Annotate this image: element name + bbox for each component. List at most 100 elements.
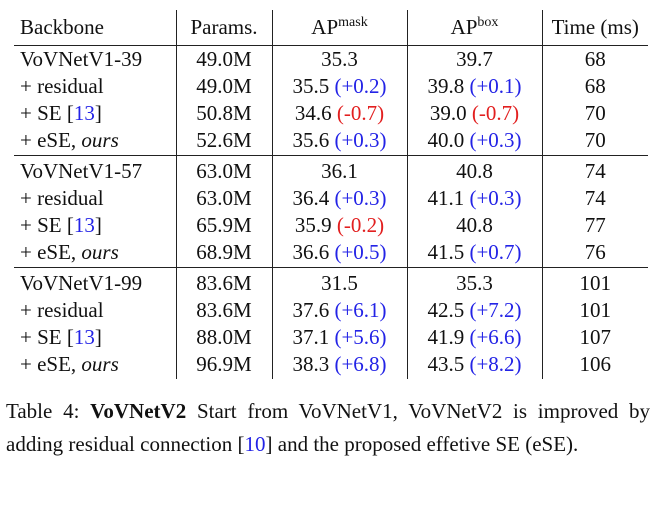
ap-mask-delta: (+0.3) xyxy=(334,186,387,210)
cell-backbone: + SE [13] xyxy=(14,212,177,239)
cell-params: 52.6M xyxy=(176,127,273,156)
cell-ap-box: 41.1 (+0.3) xyxy=(407,185,543,212)
cell-ap-mask: 37.6 (+6.1) xyxy=(272,297,408,324)
cell-time: 68 xyxy=(584,47,606,71)
backbone-name: + eSE, xyxy=(20,352,82,376)
caption-reference-link[interactable]: 10 xyxy=(244,432,266,456)
ap-mask-value: 38.3 xyxy=(292,352,330,376)
ap-mask-delta: (-0.2) xyxy=(336,213,385,237)
cell-time: 70 xyxy=(584,101,606,125)
ap-box-delta: (+6.6) xyxy=(469,325,522,349)
backbone-reference-link[interactable]: 13 xyxy=(73,213,95,237)
header-ap-box: APbox xyxy=(407,10,543,46)
ap-box-value: 39.7 xyxy=(456,47,493,71)
ap-box-value: 35.3 xyxy=(456,271,493,295)
table-row: + SE [13] 65.9M 35.9 (-0.2) 40.8 77 xyxy=(14,212,648,239)
ap-box-value: 41.5 xyxy=(427,240,465,264)
caption-title: VoVNetV2 xyxy=(90,399,187,423)
ap-mask-value: 36.4 xyxy=(292,186,330,210)
backbone-name: + SE xyxy=(20,101,62,125)
backbone-italic: ours xyxy=(81,352,119,376)
ap-box-delta: (+7.2) xyxy=(469,298,522,322)
cell-params: 88.0M xyxy=(176,324,273,351)
ap-mask-value: 34.6 xyxy=(294,101,332,125)
backbone-name: + SE xyxy=(20,325,62,349)
cell-ap-box: 39.7 xyxy=(407,45,543,73)
cell-ap-box: 41.9 (+6.6) xyxy=(407,324,543,351)
ap-box-value: 39.8 xyxy=(427,74,465,98)
cell-ap-mask: 34.6 (-0.7) xyxy=(272,100,408,127)
header-ap-mask: APmask xyxy=(272,10,408,46)
backbone-name: + residual xyxy=(20,74,104,98)
ap-box-value: 39.0 xyxy=(429,101,467,125)
cell-ap-mask: 36.1 xyxy=(272,155,408,185)
ap-mask-value: 35.9 xyxy=(294,213,332,237)
cell-backbone: + eSE, ours xyxy=(14,127,177,156)
cell-backbone: + residual xyxy=(14,297,177,324)
cell-ap-mask: 37.1 (+5.6) xyxy=(272,324,408,351)
cell-params: 49.0M xyxy=(176,45,273,73)
table-row: + residual 49.0M 35.5 (+0.2) 39.8 (+0.1) 68 xyxy=(14,73,648,100)
cell-params: 83.6M xyxy=(176,297,273,324)
backbone-name: VoVNetV1-39 xyxy=(20,47,143,71)
backbone-reference-link[interactable]: 13 xyxy=(73,325,95,349)
cell-backbone: + SE [13] xyxy=(14,100,177,127)
cell-params: 83.6M xyxy=(176,267,273,297)
ap-box-delta: (+0.3) xyxy=(469,128,522,152)
ap-mask-delta: (+0.3) xyxy=(334,128,387,152)
cell-time: 101 xyxy=(579,298,612,322)
ap-mask-value: 31.5 xyxy=(321,271,358,295)
ap-mask-value: 36.1 xyxy=(321,159,358,183)
header-params: Params. xyxy=(176,10,273,46)
ap-mask-delta: (-0.7) xyxy=(336,101,385,125)
cell-params: 50.8M xyxy=(176,100,273,127)
cell-ap-box: 35.3 xyxy=(407,267,543,297)
cell-params: 63.0M xyxy=(176,155,273,185)
backbone-name: + SE xyxy=(20,213,62,237)
cell-params: 65.9M xyxy=(176,212,273,239)
ap-box-delta: (+0.3) xyxy=(469,186,522,210)
cell-backbone: + eSE, ours xyxy=(14,239,177,268)
backbone-name: + residual xyxy=(20,186,104,210)
header-ap-box-superscript: box xyxy=(477,15,499,30)
cell-ap-mask: 38.3 (+6.8) xyxy=(272,351,408,379)
cell-backbone: VoVNetV1-99 xyxy=(14,267,177,297)
table-row: + eSE, ours 68.9M 36.6 (+0.5) 41.5 (+0.7) 76 xyxy=(14,239,648,268)
backbone-name: + eSE, xyxy=(20,128,82,152)
backbone-name: + residual xyxy=(20,298,104,322)
cell-time: 107 xyxy=(579,325,612,349)
ap-mask-delta: (+6.1) xyxy=(334,298,387,322)
cell-time: 106 xyxy=(579,352,612,376)
backbone-italic: ours xyxy=(81,240,119,264)
header-time: Time (ms) xyxy=(542,10,648,46)
cell-ap-mask: 35.9 (-0.2) xyxy=(272,212,408,239)
cell-ap-mask: 36.4 (+0.3) xyxy=(272,185,408,212)
cell-backbone: + SE [13] xyxy=(14,324,177,351)
caption-text-end: and the proposed effetive SE (eSE). xyxy=(277,432,579,456)
header-ap-mask-base: AP xyxy=(311,15,339,39)
table-row: VoVNetV1-57 63.0M 36.1 40.8 74 xyxy=(14,155,648,185)
ap-mask-value: 35.5 xyxy=(292,74,330,98)
table-body: VoVNetV1-39 49.0M 35.3 39.7 68 + residual 49.0… xyxy=(14,45,648,379)
cell-time: 68 xyxy=(584,74,606,98)
cell-ap-mask: 35.6 (+0.3) xyxy=(272,127,408,156)
cell-time: 70 xyxy=(584,128,606,152)
cell-ap-box: 39.0 (-0.7) xyxy=(407,100,543,127)
table-row: + SE [13] 50.8M 34.6 (-0.7) 39.0 (-0.7) 70 xyxy=(14,100,648,127)
ap-mask-value: 37.1 xyxy=(292,325,330,349)
cell-params: 96.9M xyxy=(176,351,273,379)
table-row: + residual 63.0M 36.4 (+0.3) 41.1 (+0.3) 74 xyxy=(14,185,648,212)
results-table: Backbone Params. APmask APbox Time (ms) … xyxy=(14,10,648,379)
header-ap-mask-superscript: mask xyxy=(338,15,368,30)
header-ap-box-base: AP xyxy=(450,15,478,39)
ap-box-value: 42.5 xyxy=(427,298,465,322)
cell-ap-box: 39.8 (+0.1) xyxy=(407,73,543,100)
cell-time: 74 xyxy=(584,186,606,210)
cell-ap-box: 42.5 (+7.2) xyxy=(407,297,543,324)
cell-time: 101 xyxy=(542,267,648,297)
backbone-reference-link[interactable]: 13 xyxy=(73,101,95,125)
cell-ap-mask: 36.6 (+0.5) xyxy=(272,239,408,268)
cell-ap-mask: 35.3 xyxy=(272,45,408,73)
ap-box-value: 43.5 xyxy=(427,352,465,376)
